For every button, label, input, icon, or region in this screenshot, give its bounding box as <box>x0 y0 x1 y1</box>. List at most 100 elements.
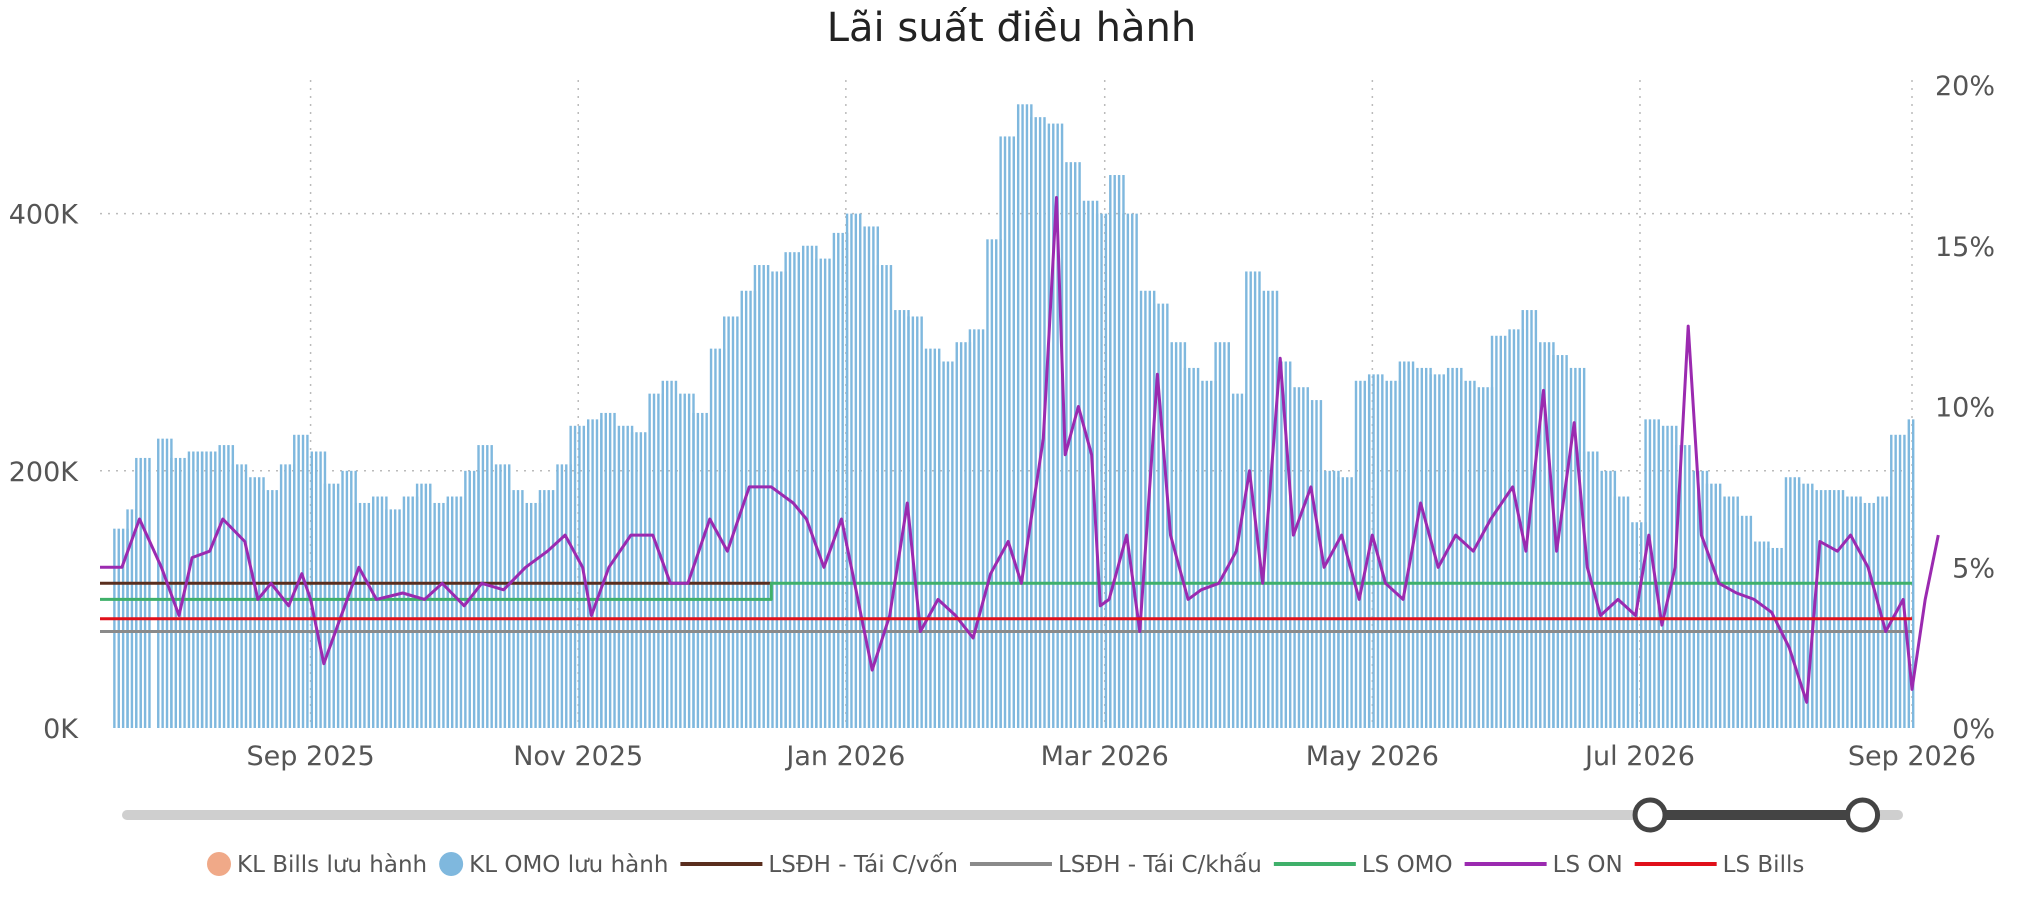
omo-bar <box>358 502 362 728</box>
omo-bar <box>1881 496 1884 728</box>
omo-bar <box>1117 175 1121 728</box>
omo-bar <box>486 445 489 728</box>
omo-bar <box>117 528 120 728</box>
omo-bar <box>222 445 226 728</box>
legend-label: LSĐH - Tái C/khấu <box>1058 852 1262 878</box>
omo-bar <box>1648 419 1652 728</box>
omo-bar <box>1310 400 1314 728</box>
slider-handle-end[interactable] <box>1845 797 1881 833</box>
y-right-tick-label: 10% <box>1935 393 1995 424</box>
omo-bar <box>1657 419 1660 728</box>
omo-bar <box>1192 367 1195 728</box>
omo-bar <box>687 393 691 728</box>
omo-bar <box>701 412 704 728</box>
omo-bar <box>121 528 125 728</box>
omo-bar <box>661 380 665 728</box>
omo-bar <box>1363 380 1366 728</box>
omo-bar <box>1095 213 1099 729</box>
omo-bar <box>810 245 814 728</box>
omo-bar <box>1350 477 1353 728</box>
omo-bar <box>1280 361 1283 728</box>
omo-bar <box>1003 136 1007 728</box>
omo-bar <box>1179 342 1182 728</box>
omo-bar <box>1389 380 1393 728</box>
omo-bar <box>1701 470 1704 728</box>
omo-bar <box>1679 445 1682 728</box>
omo-bar <box>1697 470 1700 728</box>
omo-bar <box>1495 335 1498 728</box>
omo-bar <box>696 412 700 728</box>
omo-bar <box>1837 490 1840 728</box>
omo-bar <box>231 464 235 728</box>
omo-bar <box>1618 496 1621 728</box>
omo-bar <box>1635 522 1639 728</box>
x-tick-label: Sep 2025 <box>247 741 375 772</box>
omo-bar <box>1543 342 1546 728</box>
omo-bar <box>1236 393 1239 728</box>
omo-bar <box>1214 342 1217 728</box>
omo-bar <box>801 245 805 728</box>
omo-bar <box>1284 361 1288 728</box>
omo-bar <box>714 348 717 728</box>
omo-bar <box>1030 117 1033 728</box>
omo-bar <box>1166 303 1169 728</box>
omo-bar <box>1082 200 1086 729</box>
omo-bar <box>1806 483 1810 728</box>
omo-bar <box>863 226 866 728</box>
x-tick-label: Mar 2026 <box>1041 741 1169 772</box>
omo-bar <box>1403 361 1406 728</box>
omo-bar <box>499 464 502 728</box>
omo-bar <box>367 502 371 728</box>
omo-bar <box>959 342 963 728</box>
omo-bar <box>1833 490 1836 728</box>
omo-bar <box>1275 361 1279 728</box>
omo-bar <box>1578 367 1581 728</box>
legend-label: LS OMO <box>1362 852 1453 878</box>
omo-bar <box>1727 496 1731 728</box>
omo-bar <box>1508 329 1511 728</box>
omo-bar <box>758 265 761 728</box>
omo-bar <box>1775 547 1779 728</box>
omo-bar <box>328 483 331 728</box>
omo-bar <box>1249 271 1252 728</box>
omo-bar <box>1547 342 1551 728</box>
omo-bar <box>889 265 893 728</box>
omo-bar <box>1420 367 1424 728</box>
omo-bar <box>859 213 862 729</box>
slider-handle-start[interactable] <box>1632 797 1668 833</box>
omo-bar <box>766 265 770 728</box>
omo-bar <box>1780 547 1783 728</box>
omo-bar <box>1139 290 1143 728</box>
omo-bar <box>731 316 735 728</box>
omo-bar <box>1626 496 1630 728</box>
omo-bar <box>1525 310 1529 728</box>
omo-bar <box>512 490 515 728</box>
omo-bar <box>429 483 432 728</box>
omo-bar <box>1815 490 1818 728</box>
date-range-slider[interactable] <box>122 797 1903 833</box>
omo-bar <box>314 451 318 728</box>
omo-bar <box>674 380 678 728</box>
omo-bar <box>1732 496 1735 728</box>
omo-bar <box>1898 434 1902 728</box>
omo-bar <box>1245 271 1248 728</box>
omo-bar <box>1745 515 1748 728</box>
omo-bar <box>1008 136 1011 728</box>
omo-bar <box>516 490 520 728</box>
omo-bar <box>139 457 142 728</box>
omo-bar <box>1012 136 1015 728</box>
omo-bar <box>249 477 252 728</box>
omo-bar <box>622 425 625 728</box>
omo-bar <box>1078 162 1081 728</box>
omo-bar <box>323 483 327 728</box>
omo-bar <box>867 226 871 728</box>
omo-bar <box>1227 342 1230 728</box>
omo-bar <box>946 361 950 728</box>
omo-bar <box>1622 496 1625 728</box>
omo-bar <box>174 457 177 728</box>
omo-bar <box>920 316 923 728</box>
omo-bar <box>1714 483 1717 728</box>
omo-bar <box>1056 123 1059 728</box>
omo-bar <box>1692 470 1696 728</box>
omo-bar <box>1499 335 1502 728</box>
